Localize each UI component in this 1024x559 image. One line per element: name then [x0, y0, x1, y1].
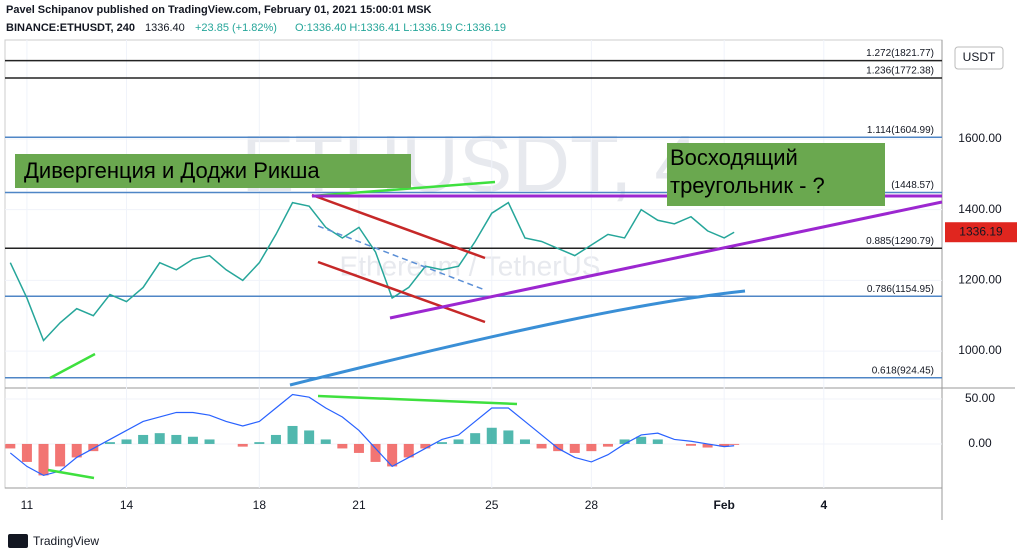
- ohlc: O:1336.40 H:1336.41 L:1336.19 C:1336.19: [295, 22, 506, 34]
- annotation-box: [667, 143, 885, 206]
- histogram-bar: [420, 443, 431, 449]
- histogram-bar: [187, 436, 198, 444]
- fib-label: 1.272(1821.77): [866, 48, 934, 59]
- histogram-bar: [121, 439, 132, 444]
- histogram-bar: [403, 443, 414, 458]
- price: 1336.40: [145, 22, 185, 34]
- last-price: 1336.19: [959, 224, 1003, 238]
- histogram-bar: [719, 443, 730, 447]
- histogram-bar: [337, 443, 348, 449]
- x-tick-label: 4: [820, 498, 827, 512]
- histogram-bar: [453, 439, 464, 444]
- y-tick-label: 1200.00: [958, 273, 1002, 287]
- histogram-bar: [436, 442, 447, 444]
- trend-line: [311, 180, 496, 198]
- histogram-bar: [5, 443, 16, 449]
- channel-line: [311, 193, 486, 260]
- logo: [8, 534, 28, 548]
- x-tick-label: 18: [253, 498, 267, 512]
- x-tick-label: 11: [21, 498, 34, 512]
- trend-line: [317, 394, 518, 406]
- fib-label: 1.236(1772.38): [866, 66, 934, 77]
- currency-box: [954, 46, 1004, 70]
- histogram-bar: [729, 443, 740, 445]
- histogram-bar: [55, 443, 66, 467]
- watermark-sub: Ethereum / TetherUS: [340, 250, 601, 281]
- histogram-bar: [138, 434, 149, 444]
- histogram-bar: [636, 436, 647, 444]
- histogram-bar: [104, 442, 115, 444]
- histogram-bar: [586, 443, 597, 452]
- histogram-bar: [38, 443, 49, 476]
- fib-label: (1448.57): [891, 180, 934, 191]
- histogram-bar: [237, 443, 248, 447]
- x-tick-label: 28: [585, 498, 599, 512]
- moving-average: [289, 289, 746, 387]
- fib-label: 1.114(1604.99): [867, 125, 934, 136]
- last-price-tag: [945, 222, 1017, 243]
- histogram-bar: [652, 439, 663, 444]
- histogram-bar: [21, 443, 32, 462]
- y-tick-label: 1000.00: [958, 343, 1002, 357]
- histogram-bar: [503, 430, 514, 444]
- annotation: Восходящий треугольник - ?: [670, 145, 825, 198]
- histogram-bar: [287, 425, 298, 444]
- histogram-bar: [304, 430, 315, 444]
- histogram-bar: [519, 439, 530, 444]
- macd-line: [9, 393, 735, 477]
- publisher: Pavel Schipanov published on TradingView…: [6, 4, 432, 16]
- histogram-bar: [486, 427, 497, 444]
- y-tick-label: 0.00: [968, 436, 992, 450]
- histogram-bar: [685, 443, 696, 446]
- y-tick-label: 1600.00: [958, 131, 1002, 145]
- x-tick-label: 25: [485, 498, 499, 512]
- histogram-bar: [569, 443, 580, 453]
- histogram-bar: [254, 442, 265, 444]
- histogram-bar: [270, 434, 281, 444]
- histogram-bar: [370, 443, 381, 462]
- histogram-bar: [204, 439, 215, 444]
- histogram-bar: [702, 443, 713, 448]
- histogram-bar: [470, 433, 481, 444]
- x-tick-label: 14: [120, 498, 134, 512]
- histogram-bar: [553, 443, 564, 452]
- currency: USDT: [963, 50, 996, 64]
- histogram-bar: [71, 443, 82, 458]
- annotation: Дивергенция и Доджи Рикша: [24, 158, 320, 183]
- histogram-bar: [619, 439, 630, 444]
- y-tick-label: 50.00: [965, 391, 995, 405]
- annotation-wrap: Восходящий треугольник - ?: [670, 145, 825, 198]
- price-line: [9, 201, 735, 342]
- trend-line: [49, 352, 96, 380]
- x-tick-label: Feb: [714, 498, 735, 512]
- histogram-bar: [88, 443, 99, 452]
- fib-label: 0.885(1290.79): [866, 236, 934, 247]
- histogram-bar: [171, 434, 182, 444]
- histogram-bar: [387, 443, 398, 467]
- channel-line: [317, 260, 486, 324]
- fib-label: 0.618(924.45): [872, 365, 934, 376]
- x-tick-label: 21: [352, 498, 366, 512]
- symbol: BINANCE:ETHUSDT, 240: [6, 22, 135, 34]
- y-tick-label: 1400.00: [958, 202, 1002, 216]
- fib-label: 0.786(1154.95): [867, 284, 934, 295]
- histogram-bar: [353, 443, 364, 453]
- plot: 1.272(1821.77) 1.236(1772.38) 1.114(1604.9…: [5, 40, 942, 488]
- trend-line: [47, 468, 95, 480]
- histogram-bar: [536, 443, 547, 449]
- histogram-bar: [320, 439, 331, 444]
- change: +23.85 (+1.82%): [195, 22, 277, 34]
- histogram-bar: [602, 443, 613, 447]
- annotation-box: [15, 154, 411, 188]
- histogram-bar: [154, 433, 165, 444]
- triangle-line: [389, 200, 943, 320]
- footer: TradingView: [33, 534, 99, 548]
